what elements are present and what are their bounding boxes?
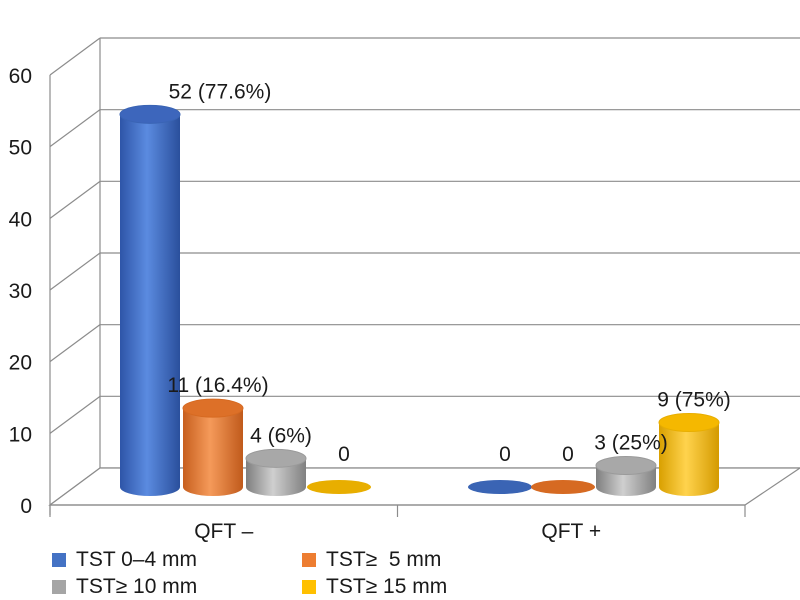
data-label: 0 [499, 443, 511, 466]
bar [531, 480, 595, 494]
y-tick-label: 60 [9, 65, 32, 88]
side-wall-line [49, 180, 101, 219]
side-wall-line [49, 324, 101, 363]
side-wall-line [49, 252, 101, 291]
bar [595, 456, 657, 496]
data-label: 4 (6%) [250, 424, 312, 447]
bar [245, 448, 307, 496]
data-label: 52 (77.6%) [169, 80, 272, 103]
legend-swatch [302, 580, 316, 594]
legend: TST 0–4 mm TST≥ 5 mm TST≥ 10 mm TST≥ 15 mm [52, 548, 572, 600]
bar [468, 480, 532, 494]
bar-chart: 0 10 20 30 40 50 60 QFT – QFT + 52 (77.6%) 0 11 (1… [9, 37, 800, 543]
y-tick-label: 30 [9, 280, 32, 303]
y-tick-label: 20 [9, 352, 32, 375]
legend-label: TST≥ 15 mm [326, 575, 448, 598]
bars [119, 104, 720, 496]
data-labels: 52 (77.6%) 0 11 (16.4%) 0 4 (6%) 3 (25%) 0 9 (7… [167, 80, 730, 466]
legend-label: TST≥ 10 mm [76, 575, 198, 598]
bar [307, 480, 371, 494]
side-wall-line [49, 37, 101, 76]
legend-item: TST≥ 10 mm [52, 575, 197, 599]
data-label: 0 [562, 443, 574, 466]
y-tick-label: 50 [9, 137, 32, 160]
data-label: 0 [338, 443, 350, 466]
legend-swatch [302, 553, 316, 567]
legend-label: TST 0–4 mm [76, 548, 197, 571]
legend-swatch [52, 580, 66, 594]
data-label: 11 (16.4%) [167, 374, 268, 397]
side-wall-line [49, 395, 101, 434]
bar [119, 104, 181, 496]
bar [182, 398, 244, 496]
y-tick-label: 0 [20, 495, 32, 518]
legend-item: TST≥ 5 mm [302, 548, 441, 572]
x-tick-label: QFT – [194, 520, 253, 543]
legend-swatch [52, 553, 66, 567]
legend-label: TST≥ 5 mm [326, 548, 442, 571]
x-tick-label: QFT + [541, 520, 601, 543]
legend-item: TST 0–4 mm [52, 548, 197, 572]
data-label: 3 (25%) [594, 432, 668, 455]
y-tick-label: 40 [9, 208, 32, 231]
bar [658, 413, 720, 496]
y-tick-label: 10 [9, 423, 32, 446]
side-wall-line [49, 109, 101, 148]
data-label: 9 (75%) [657, 389, 731, 412]
legend-item: TST≥ 15 mm [302, 575, 447, 599]
grid-lines [49, 37, 800, 506]
